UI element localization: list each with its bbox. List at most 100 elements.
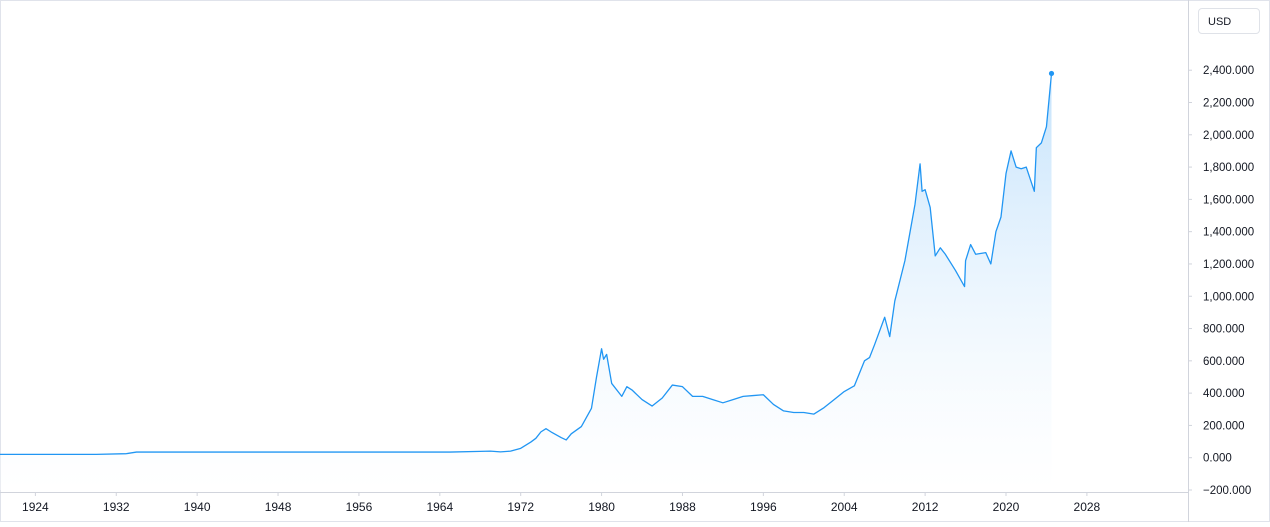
data-point xyxy=(1005,173,1006,174)
data-point xyxy=(626,386,627,387)
data-point xyxy=(783,410,784,411)
data-point xyxy=(753,395,754,396)
data-point xyxy=(1041,142,1042,143)
data-point xyxy=(566,439,567,440)
data-point xyxy=(919,163,920,164)
y-tick-label: 200.000 xyxy=(1203,420,1245,432)
data-point xyxy=(545,428,546,429)
data-point xyxy=(803,412,804,413)
data-point xyxy=(571,433,572,434)
data-point xyxy=(596,376,597,377)
data-point xyxy=(591,408,592,409)
x-tick-label: 1996 xyxy=(750,500,777,514)
x-tick-label: 1940 xyxy=(184,500,211,514)
data-point xyxy=(763,394,764,395)
data-point xyxy=(844,391,845,392)
data-point xyxy=(621,396,622,397)
data-point xyxy=(894,300,895,301)
data-point xyxy=(490,450,491,451)
data-point xyxy=(904,260,905,261)
data-point xyxy=(793,412,794,413)
data-point xyxy=(813,414,814,415)
y-tick-label: 0.000 xyxy=(1203,453,1232,465)
data-point xyxy=(480,451,481,452)
x-tick-label: 2012 xyxy=(912,500,939,514)
data-point xyxy=(975,254,976,255)
last-price-marker xyxy=(1048,70,1055,77)
price-line xyxy=(0,73,1053,456)
data-point xyxy=(672,384,673,385)
y-tick-label: 400.000 xyxy=(1203,388,1245,400)
y-tick-label: 1,600.000 xyxy=(1203,194,1254,206)
y-tick-label: 2,200.000 xyxy=(1203,98,1254,110)
data-point xyxy=(1046,126,1047,127)
x-tick-label: 1924 xyxy=(22,500,49,514)
data-point xyxy=(712,399,713,400)
data-point xyxy=(662,397,663,398)
data-point xyxy=(535,438,536,439)
data-point xyxy=(1021,168,1022,169)
data-point xyxy=(930,207,931,208)
data-point xyxy=(146,451,147,452)
data-point xyxy=(884,317,885,318)
data-point xyxy=(631,389,632,390)
data-point xyxy=(606,354,607,355)
data-point xyxy=(692,396,693,397)
x-tick-label: 2028 xyxy=(1074,500,1101,514)
data-point xyxy=(874,344,875,345)
data-point xyxy=(732,399,733,400)
data-point xyxy=(823,407,824,408)
data-point xyxy=(964,286,965,287)
x-tick-label: 1964 xyxy=(426,500,453,514)
price-area-fill xyxy=(0,73,1052,490)
currency-button[interactable]: USD xyxy=(1198,8,1260,34)
data-point xyxy=(136,451,137,452)
data-point xyxy=(601,348,602,349)
data-point xyxy=(1026,166,1027,167)
data-point xyxy=(1034,191,1035,192)
data-point xyxy=(985,252,986,253)
x-tick-label: 2020 xyxy=(993,500,1020,514)
data-point xyxy=(702,396,703,397)
x-tick-label: 1980 xyxy=(588,500,615,514)
x-tick-label: 1956 xyxy=(346,500,373,514)
data-point xyxy=(1016,166,1017,167)
x-tick-label: 1972 xyxy=(507,500,534,514)
data-point xyxy=(743,396,744,397)
data-point xyxy=(970,244,971,245)
data-point xyxy=(965,260,966,261)
x-tick-label: 1948 xyxy=(265,500,292,514)
data-point xyxy=(561,437,562,438)
data-point xyxy=(641,399,642,400)
data-point xyxy=(298,451,299,452)
x-tick-label: 1932 xyxy=(103,500,130,514)
data-point xyxy=(921,191,922,192)
data-point xyxy=(510,450,511,451)
data-point xyxy=(399,451,400,452)
data-point xyxy=(990,263,991,264)
y-tick-label: 1,800.000 xyxy=(1203,162,1254,174)
data-point xyxy=(1010,150,1011,151)
data-point xyxy=(925,189,926,190)
data-point xyxy=(95,454,96,455)
data-point xyxy=(603,359,604,360)
x-tick-label: 1988 xyxy=(669,500,696,514)
y-tick-label: 1,000.000 xyxy=(1203,291,1254,303)
y-tick-label: 1,400.000 xyxy=(1203,227,1254,239)
data-point xyxy=(869,357,870,358)
x-tick-label: 2004 xyxy=(831,500,858,514)
data-point xyxy=(995,231,996,232)
data-point xyxy=(864,360,865,361)
data-point xyxy=(652,405,653,406)
data-point xyxy=(682,386,683,387)
y-tick-label: −200.000 xyxy=(1203,485,1251,497)
data-point xyxy=(126,453,127,454)
data-point xyxy=(889,336,890,337)
y-tick-label: 2,000.000 xyxy=(1203,130,1254,142)
y-tick-label: 1,200.000 xyxy=(1203,259,1254,271)
data-point xyxy=(197,451,198,452)
data-point xyxy=(773,404,774,405)
data-point xyxy=(530,441,531,442)
